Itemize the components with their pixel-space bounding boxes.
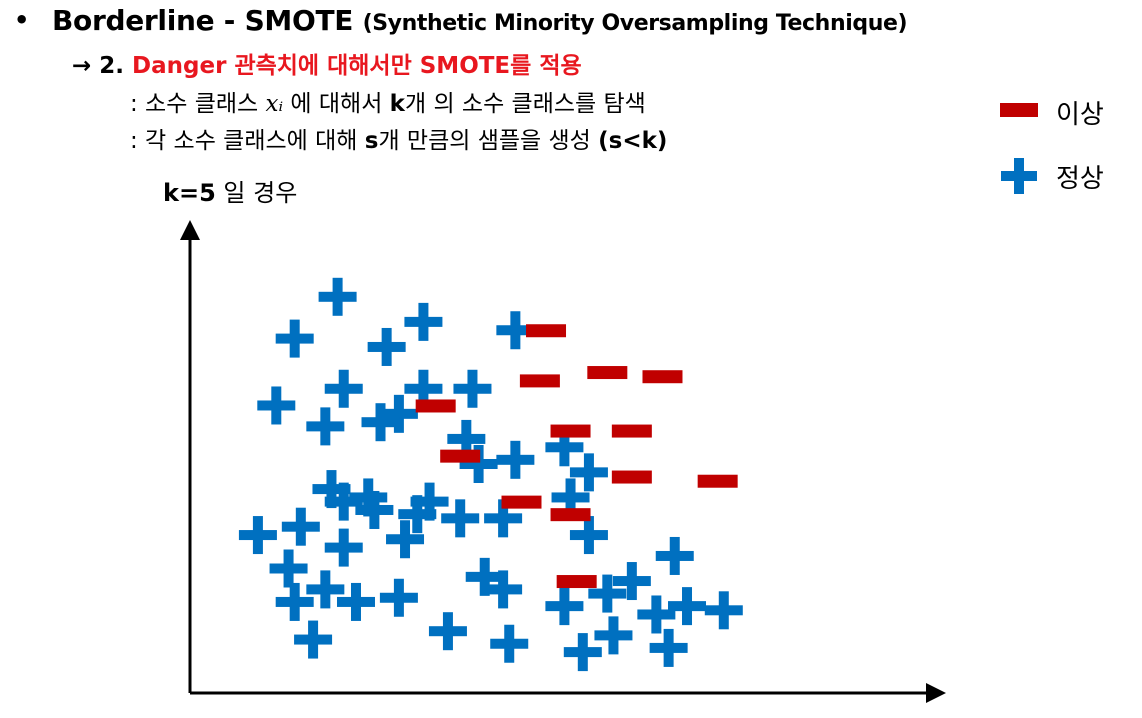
plus-point-34 (275, 582, 314, 621)
plus-point-44 (490, 624, 529, 663)
plus-point-24 (484, 499, 523, 538)
step-highlight: Danger 관측치에 대해서만 SMOTE를 적용 (132, 53, 582, 79)
plus-point-46 (294, 620, 333, 659)
plus-point-3 (367, 327, 406, 366)
legend-majority-label: 정상 (1056, 164, 1104, 194)
description-line-1: : 소수 클래스 xᵢ 에 대해서 k개 의 소수 클래스를 탐색 (130, 84, 646, 118)
plus-point-26 (569, 516, 608, 555)
plus-point-29 (324, 528, 363, 567)
plus-point-47 (465, 557, 504, 596)
plus-point-10 (361, 403, 400, 442)
desc1-post: 개 의 소수 클래스를 탐색 (404, 91, 646, 117)
plus-point-7 (379, 394, 418, 433)
plus-point-45 (428, 612, 467, 651)
plus-point-0 (318, 277, 357, 316)
plus-point-6 (404, 369, 443, 408)
plus-point-32 (336, 582, 375, 621)
y-axis-arrowhead (180, 220, 200, 240)
k-value-label: k=5 일 경우 (163, 173, 297, 208)
minus-icon (1000, 103, 1038, 117)
minus-point-6 (550, 424, 591, 438)
minus-point-7 (440, 449, 481, 463)
plus-point-30 (269, 549, 308, 588)
title-main: Borderline - SMOTE (52, 4, 354, 37)
minus-point-1 (519, 374, 560, 388)
plot-axes (180, 220, 946, 703)
legend-minority-label: 이상 (1056, 100, 1104, 130)
minus-point-9 (697, 474, 738, 488)
minus-point-2 (587, 366, 628, 380)
plus-point-33 (238, 516, 277, 555)
plus-point-50 (649, 628, 688, 667)
plus-point-5 (324, 369, 363, 408)
plus-point-13 (459, 445, 498, 483)
plus-point-22 (410, 482, 449, 521)
plus-point-1 (275, 319, 314, 358)
plus-point-9 (306, 407, 345, 446)
desc1-k: k (389, 91, 405, 117)
desc2-pre: : 각 소수 클래스에 대해 (130, 128, 358, 154)
plus-point-36 (484, 570, 523, 609)
plus-point-21 (398, 495, 437, 534)
plus-point-42 (594, 616, 633, 655)
plus-point-43 (563, 633, 602, 672)
desc2-s: s (364, 128, 379, 154)
minus-point-11 (550, 508, 591, 522)
minus-point-4 (415, 399, 456, 413)
step-line: → 2. Danger 관측치에 대해서만 SMOTE를 적용 (72, 46, 582, 80)
plot-marks (238, 277, 743, 672)
desc1-pre: : 소수 클래스 (130, 91, 259, 117)
desc1-mid: 에 대해서 (290, 91, 383, 117)
plus-point-4 (496, 311, 535, 350)
title-subtitle: (Synthetic Minority Oversampling Techniq… (362, 11, 908, 36)
slide-title: Borderline - SMOTE (Synthetic Minority O… (52, 4, 908, 37)
plus-point-49 (704, 591, 743, 630)
plus-point-40 (612, 562, 651, 601)
plus-point-18 (312, 470, 351, 509)
minus-point-5 (611, 424, 652, 438)
plus-point-38 (588, 574, 627, 613)
plus-point-20 (355, 490, 394, 529)
plus-point-25 (441, 499, 480, 538)
plus-point-27 (281, 507, 320, 546)
x-axis-arrowhead (926, 683, 946, 703)
plus-point-48 (668, 587, 707, 626)
plus-point-39 (655, 536, 694, 575)
k-value: k=5 (163, 179, 216, 207)
plus-point-28 (386, 520, 425, 559)
bullet-dot: • (14, 6, 30, 34)
plus-point-35 (379, 578, 418, 617)
plus-point-37 (545, 587, 584, 626)
minus-point-3 (642, 370, 683, 384)
desc1-variable: xᵢ (265, 91, 284, 117)
k-value-suffix: 일 경우 (223, 179, 298, 207)
plus-point-41 (637, 595, 676, 634)
desc2-mid: 개 만큼의 샘플을 생성 (378, 128, 591, 154)
plus-point-15 (545, 428, 584, 467)
plus-point-8 (257, 386, 296, 425)
plus-point-11 (453, 369, 492, 408)
description-line-2: : 각 소수 클래스에 대해 s개 만큼의 샘플을 생성 (s<k) (130, 121, 667, 155)
plus-point-16 (569, 453, 608, 492)
minus-point-0 (526, 324, 567, 338)
plus-point-31 (306, 570, 345, 609)
plus-icon (1001, 158, 1037, 194)
plus-point-2 (404, 302, 443, 341)
plus-point-14 (496, 440, 535, 479)
minus-point-8 (611, 470, 652, 484)
plus-point-19 (324, 482, 363, 521)
minus-point-12 (556, 575, 597, 589)
step-arrow: → 2. (72, 53, 125, 79)
plus-point-12 (447, 419, 486, 458)
desc2-condition: (s<k) (598, 128, 668, 154)
plus-point-23 (551, 478, 590, 517)
minus-point-10 (501, 495, 542, 509)
plus-point-17 (349, 478, 388, 517)
